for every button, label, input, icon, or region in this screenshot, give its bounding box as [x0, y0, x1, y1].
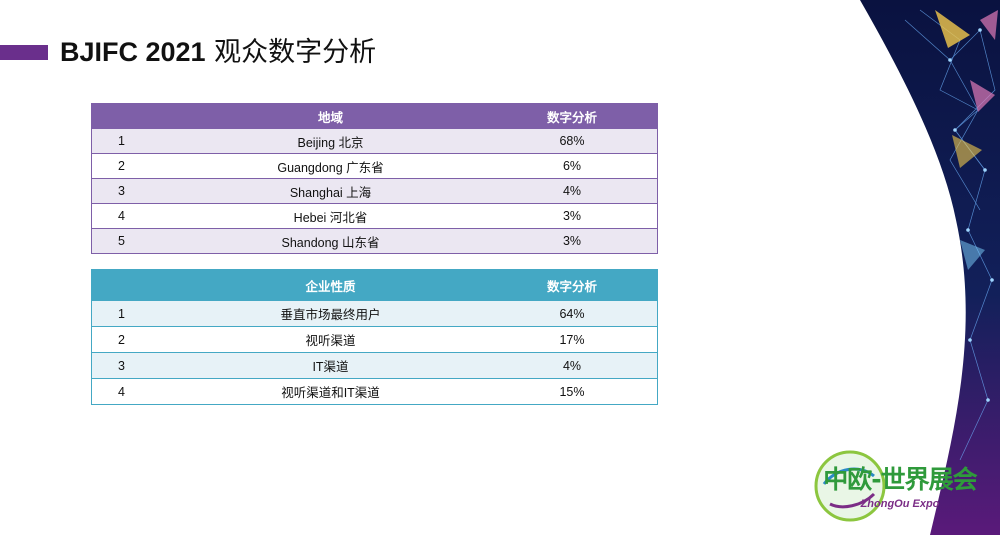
title-accent-bar	[0, 45, 48, 60]
table-row: 2 Guangdong 广东省 6%	[91, 153, 658, 179]
row-company-type: 视听渠道	[174, 326, 487, 353]
table-row: 5 Shandong 山东省 3%	[91, 228, 658, 254]
row-value: 15%	[487, 378, 658, 405]
page-title-en: BJIFC 2021	[60, 37, 206, 67]
row-index: 5	[91, 228, 174, 254]
logo-english-text: ZhongOu Expo	[860, 498, 940, 510]
row-value: 17%	[487, 326, 658, 353]
table-row: 4 Hebei 河北省 3%	[91, 203, 658, 229]
row-index: 3	[91, 178, 174, 204]
row-value: 4%	[487, 352, 658, 379]
row-region: Guangdong 广东省	[174, 153, 487, 179]
row-index: 2	[91, 326, 174, 353]
header-analysis: 数字分析	[487, 103, 658, 129]
row-region: Shanghai 上海	[174, 178, 487, 204]
decorative-network-graphic	[860, 0, 1000, 535]
row-value: 4%	[487, 178, 658, 204]
region-table-header: 地域 数字分析	[91, 103, 658, 129]
page-title-cn: 观众数字分析	[214, 37, 377, 68]
company-type-table: 企业性质 数字分析 1 垂直市场最终用户 64% 2 视听渠道 17% 3 IT…	[91, 269, 658, 405]
header-company-type: 企业性质	[174, 269, 487, 301]
table-row: 1 Beijing 北京 68%	[91, 128, 658, 154]
row-index: 1	[91, 128, 174, 154]
header-analysis: 数字分析	[487, 269, 658, 301]
header-index	[91, 103, 174, 129]
header-region: 地域	[174, 103, 487, 129]
row-region: Beijing 北京	[174, 128, 487, 154]
row-index: 1	[91, 300, 174, 327]
globe-icon	[814, 450, 886, 522]
table-row: 1 垂直市场最终用户 64%	[91, 300, 658, 327]
row-company-type: 视听渠道和IT渠道	[174, 378, 487, 405]
page-title: BJIFC 2021 观众数字分析	[60, 30, 376, 69]
row-index: 4	[91, 378, 174, 405]
row-region: Hebei 河北省	[174, 203, 487, 229]
row-company-type: 垂直市场最终用户	[174, 300, 487, 327]
table-row: 3 Shanghai 上海 4%	[91, 178, 658, 204]
row-value: 6%	[487, 153, 658, 179]
table-row: 3 IT渠道 4%	[91, 352, 658, 379]
zhongou-expo-logo: 中欧-世界展会 ZhongOu Expo	[808, 446, 992, 526]
row-value: 68%	[487, 128, 658, 154]
row-index: 4	[91, 203, 174, 229]
row-index: 3	[91, 352, 174, 379]
logo-chinese-text: 中欧-世界展会	[823, 465, 977, 494]
row-region: Shandong 山东省	[174, 228, 487, 254]
row-company-type: IT渠道	[174, 352, 487, 379]
header-index	[91, 269, 174, 301]
company-table-header: 企业性质 数字分析	[91, 269, 658, 301]
row-value: 3%	[487, 203, 658, 229]
row-index: 2	[91, 153, 174, 179]
table-row: 2 视听渠道 17%	[91, 326, 658, 353]
table-row: 4 视听渠道和IT渠道 15%	[91, 378, 658, 405]
row-value: 64%	[487, 300, 658, 327]
row-value: 3%	[487, 228, 658, 254]
region-table: 地域 数字分析 1 Beijing 北京 68% 2 Guangdong 广东省…	[91, 103, 658, 254]
